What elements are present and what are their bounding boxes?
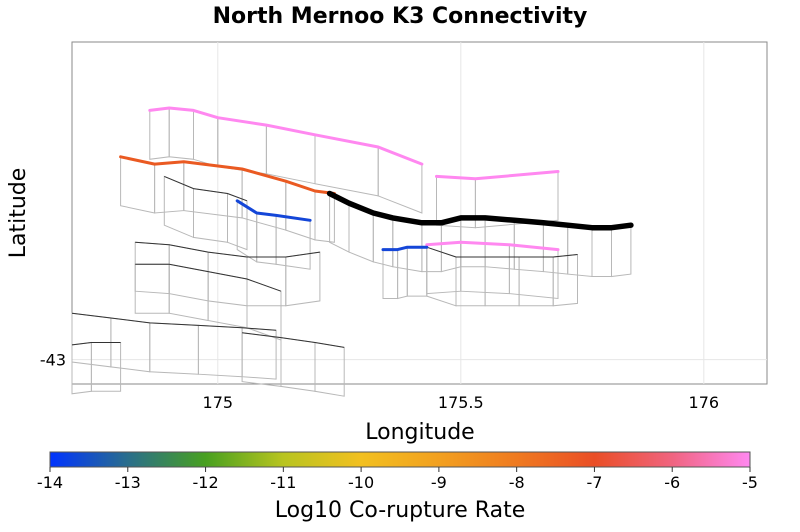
plot-area	[71, 41, 768, 385]
colorbar-tick-label-1: -13	[115, 473, 141, 492]
colorbar-tick-label-9: -5	[742, 473, 758, 492]
co-rupture-fault-0	[148, 106, 424, 166]
chart-title: North Mernoo K3 Connectivity	[213, 4, 588, 29]
fault-trace-4	[71, 342, 121, 346]
fault-trace-2	[135, 263, 282, 292]
colorbar-tick-label-0: -14	[37, 473, 63, 492]
fault-traces	[71, 175, 578, 348]
target-fault	[326, 190, 634, 231]
target-fault-trace	[326, 190, 634, 231]
colorbar-tick-label-7: -7	[586, 473, 602, 492]
y-tick-label-0: -43	[40, 351, 66, 370]
co-rupture-fault-4	[235, 199, 312, 222]
fault-trace-6	[426, 246, 578, 258]
x-tick-label-2: 176	[689, 393, 720, 412]
co-rupture-fault-2	[435, 170, 560, 181]
colorbar	[49, 451, 751, 468]
fault-trace-0	[164, 175, 248, 202]
y-axis-label: Latitude	[6, 168, 31, 259]
colorbar-tick-label-6: -8	[509, 473, 525, 492]
co-rupture-fault-5	[381, 245, 429, 252]
axis-ticks: 175 175.5 176 -43	[40, 351, 719, 412]
fault-trace-5	[242, 332, 345, 348]
colorbar-tick-label-3: -11	[270, 473, 296, 492]
co-rupture-fault-3	[425, 240, 560, 252]
x-tick-label-0: 175	[203, 393, 234, 412]
co-rupture-faults	[119, 106, 560, 252]
x-tick-label-1: 175.5	[438, 393, 484, 412]
colorbar-tick-label-4: -10	[348, 473, 374, 492]
colorbar-label: Log10 Co-rupture Rate	[275, 498, 526, 523]
colorbar-tick-label-5: -9	[431, 473, 447, 492]
co-rupture-fault-1	[119, 155, 336, 195]
colorbar-tick-label-8: -6	[664, 473, 680, 492]
fault-trace-1	[135, 241, 320, 258]
colorbar-tick-label-2: -12	[192, 473, 218, 492]
gridlines	[72, 42, 767, 384]
colorbar-ticks: -14 -13 -12 -11 -10 -9 -8 -7 -6 -5	[37, 467, 758, 492]
x-axis-label: Longitude	[365, 420, 474, 445]
fault-trace-3	[71, 312, 277, 331]
